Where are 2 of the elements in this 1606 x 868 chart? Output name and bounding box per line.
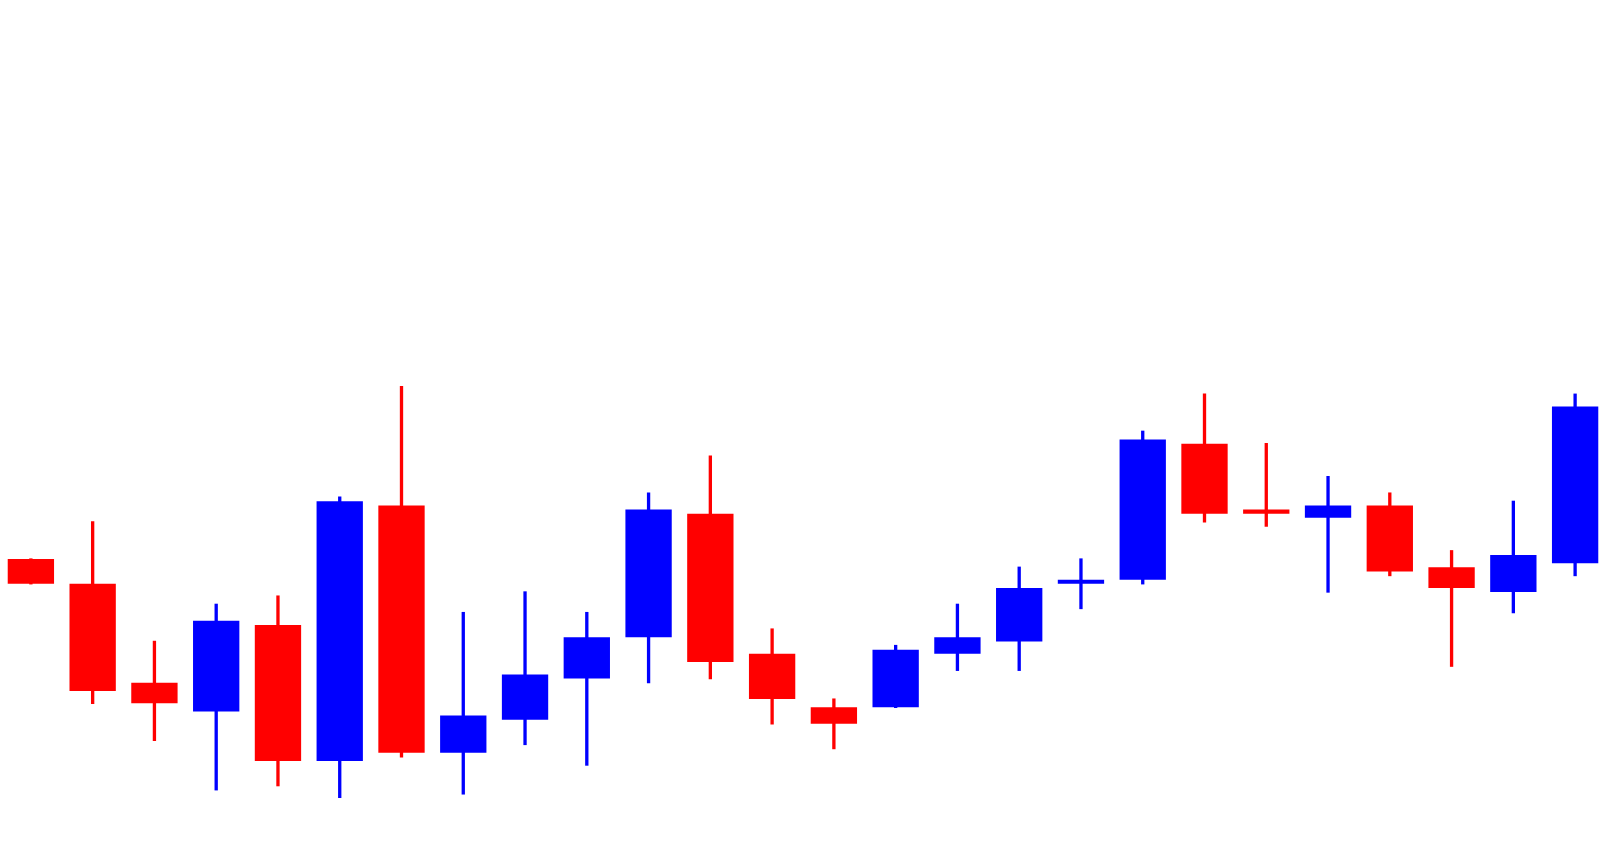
candlestick	[1057, 558, 1105, 610]
candlestick	[1304, 475, 1352, 593]
